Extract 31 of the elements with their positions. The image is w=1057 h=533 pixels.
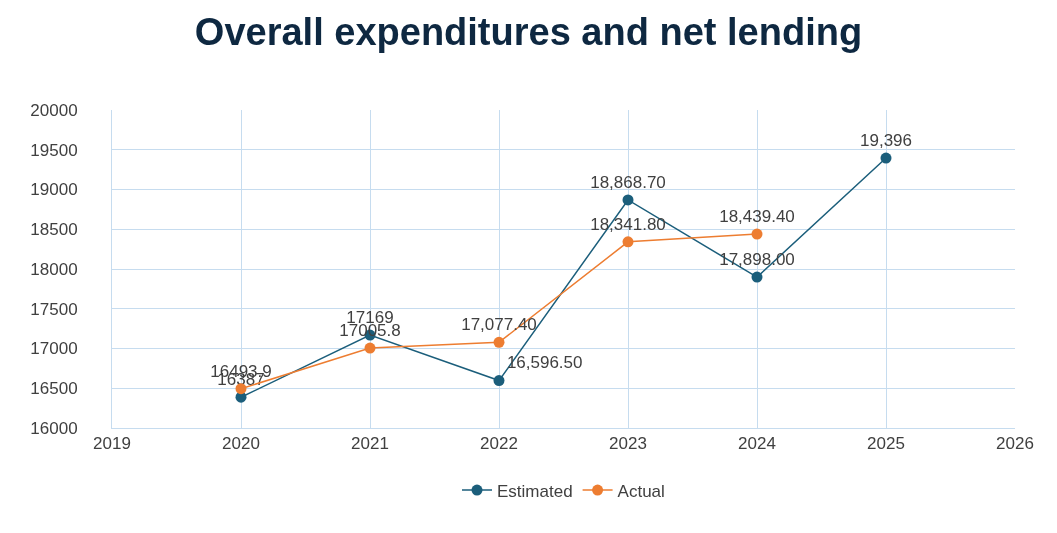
y-tick-label: 17000 [30, 339, 78, 359]
x-tick-label: 2024 [738, 434, 776, 454]
y-tick-label: 19000 [30, 180, 78, 200]
y-tick-label: 20000 [30, 100, 78, 120]
x-tick-label: 2021 [351, 434, 389, 454]
x-tick-label: 2026 [996, 434, 1034, 454]
point [493, 336, 505, 348]
point [751, 271, 763, 283]
x-tick-label: 2023 [609, 434, 647, 454]
y-tick-label: 18000 [30, 259, 78, 279]
legend-label: Actual [617, 481, 665, 501]
data-label: 18,868.70 [590, 172, 666, 192]
y-tick-label: 17500 [30, 299, 78, 319]
point [493, 375, 505, 387]
x-tick-label: 2022 [480, 434, 518, 454]
data-label: 19,396 [860, 130, 912, 150]
legend-label: Estimated [497, 481, 573, 501]
chart-title: Overall expenditures and net lending [194, 11, 863, 54]
y-tick-label: 19500 [30, 140, 78, 160]
data-label: 18,439.40 [719, 206, 795, 226]
x-tick-label: 2025 [867, 434, 905, 454]
x-tick-label: 2019 [93, 434, 131, 454]
y-tick-label: 16500 [30, 379, 78, 399]
y-tick-label: 16000 [30, 418, 78, 438]
point [364, 342, 376, 354]
point [880, 152, 892, 164]
x-tick-label: 2020 [222, 434, 260, 454]
point [751, 228, 763, 240]
point [622, 236, 634, 248]
y-tick-label: 18500 [30, 220, 78, 240]
point [622, 194, 634, 206]
